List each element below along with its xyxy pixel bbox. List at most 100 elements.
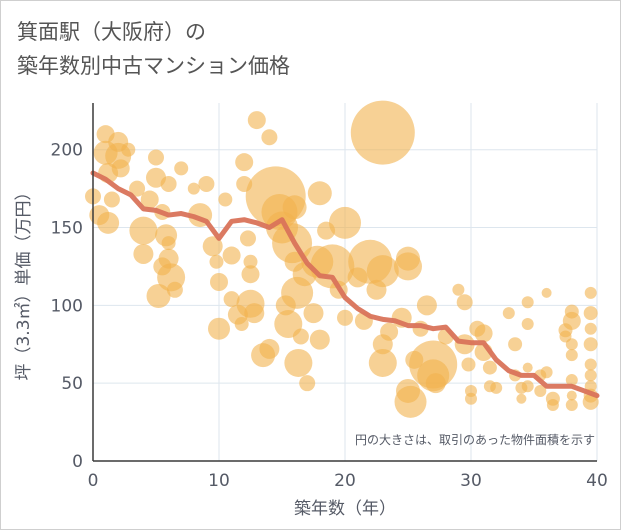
- data-bubble: [522, 362, 533, 373]
- data-bubble: [394, 252, 422, 281]
- data-bubble: [244, 303, 265, 324]
- size-legend-note: 円の大きさは、取引のあった物件面積を示す: [355, 432, 595, 447]
- data-bubble: [565, 338, 578, 351]
- data-bubble: [368, 348, 397, 377]
- data-bubble: [584, 322, 597, 335]
- data-bubble: [198, 175, 215, 192]
- data-bubble: [502, 307, 515, 320]
- axes: 0 10 20 30 40 0 50 100 150 200: [51, 103, 608, 491]
- data-bubble: [187, 182, 200, 195]
- data-bubble: [284, 348, 313, 377]
- data-bubble: [161, 236, 176, 251]
- data-bubble: [259, 338, 280, 359]
- data-bubble: [282, 195, 307, 220]
- x-tick-label: 30: [460, 471, 482, 491]
- data-bubble: [307, 181, 332, 206]
- data-bubble: [366, 255, 399, 288]
- data-bubble: [209, 254, 224, 269]
- data-bubble: [541, 287, 552, 298]
- x-tick-label: 0: [88, 471, 99, 491]
- data-bubble: [521, 296, 534, 309]
- data-bubble: [566, 390, 577, 401]
- data-bubble: [456, 294, 473, 311]
- data-bubble: [416, 295, 437, 316]
- x-tick-label: 40: [586, 471, 608, 491]
- data-bubble: [425, 373, 446, 394]
- data-bubble: [534, 384, 547, 397]
- trend-line-layer: [90, 170, 600, 399]
- data-bubble: [222, 246, 241, 265]
- data-bubble: [465, 392, 477, 405]
- data-bubble: [103, 191, 120, 208]
- y-tick-label: 100: [51, 296, 83, 316]
- data-bubble: [243, 254, 258, 269]
- data-bubble: [140, 190, 159, 209]
- data-bubble: [261, 129, 278, 146]
- data-bubble: [174, 161, 189, 176]
- x-tick-label: 10: [208, 471, 230, 491]
- x-tick-label: 20: [334, 471, 356, 491]
- data-bubble: [299, 375, 316, 392]
- data-bubble: [234, 317, 249, 332]
- data-bubble: [565, 374, 578, 387]
- data-bubble: [223, 291, 240, 308]
- data-bubble: [148, 149, 164, 166]
- data-bubble: [521, 318, 534, 331]
- data-bubble: [565, 398, 578, 411]
- x-axis-label: 築年数（年）: [294, 499, 396, 519]
- data-bubble: [583, 306, 598, 321]
- bubble-layer: [85, 100, 599, 418]
- data-bubble: [239, 230, 256, 247]
- data-bubble: [546, 398, 559, 411]
- y-tick-label: 0: [72, 452, 83, 472]
- data-bubble: [461, 357, 476, 372]
- data-bubble: [583, 337, 598, 352]
- data-bubble: [337, 309, 353, 326]
- data-bubble: [129, 180, 146, 197]
- data-bubble: [111, 159, 130, 178]
- data-bubble: [146, 284, 171, 309]
- y-axis-label: 坪（3.3㎡）単価（万円）: [14, 183, 34, 380]
- data-bubble: [516, 393, 527, 404]
- data-bubble: [121, 142, 136, 157]
- data-bubble: [202, 236, 223, 257]
- data-bubble: [584, 286, 597, 299]
- data-bubble: [474, 324, 493, 343]
- data-bubble: [133, 243, 154, 264]
- data-bubble: [584, 380, 597, 393]
- data-bubble: [166, 281, 183, 298]
- data-bubble: [210, 273, 228, 291]
- data-bubble: [490, 381, 503, 394]
- data-bubble: [584, 358, 597, 371]
- data-bubble: [482, 360, 497, 375]
- data-bubble: [235, 153, 254, 172]
- data-bubble: [208, 317, 230, 340]
- y-tick-label: 150: [51, 219, 83, 239]
- chart-title-line1: 箕面駅（大阪府）の: [17, 20, 206, 44]
- y-tick-label: 200: [51, 141, 83, 161]
- chart-title: 箕面駅（大阪府）の 築年数別中古マンション価格: [17, 15, 290, 83]
- data-bubble: [309, 329, 330, 350]
- data-bubble: [452, 283, 465, 296]
- data-bubble: [129, 216, 158, 245]
- data-bubble: [241, 265, 260, 284]
- average-price-line: [90, 170, 600, 399]
- data-bubble: [540, 366, 553, 379]
- data-bubble: [565, 349, 578, 362]
- data-bubble: [218, 192, 233, 207]
- data-bubble: [292, 328, 309, 345]
- data-bubble: [380, 322, 399, 341]
- data-bubble: [394, 385, 427, 418]
- data-bubble: [521, 380, 534, 393]
- data-bubble: [329, 206, 361, 239]
- data-bubble: [247, 111, 266, 130]
- data-bubble: [350, 100, 415, 165]
- data-bubble: [97, 211, 120, 234]
- data-bubble: [160, 175, 177, 192]
- data-bubble: [584, 369, 597, 382]
- data-bubble: [562, 311, 581, 330]
- chart-title-line2: 築年数別中古マンション価格: [17, 54, 290, 78]
- data-bubble: [582, 393, 599, 410]
